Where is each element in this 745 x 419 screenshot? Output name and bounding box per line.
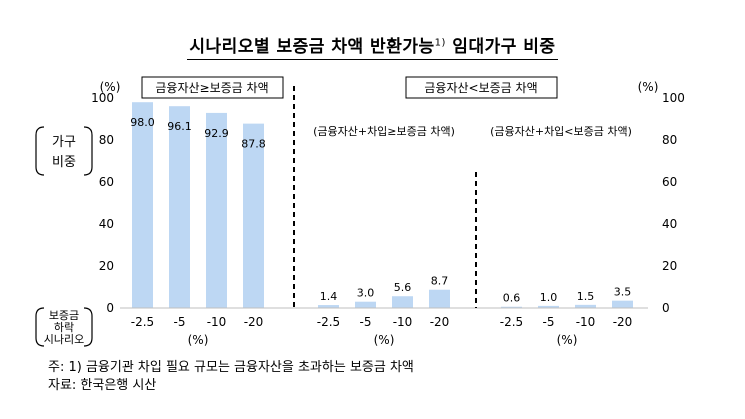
data-label-p1-2: 96.1 xyxy=(167,120,192,133)
x-label-bracket-right xyxy=(83,307,93,347)
data-label-p3-2: 1.0 xyxy=(540,291,558,304)
x-tick-label-p3-3: -10 xyxy=(576,315,596,329)
y-right-tick-label: 100 xyxy=(662,91,685,105)
data-label-p1-1: 98.0 xyxy=(130,116,155,129)
bar-p3-3 xyxy=(575,304,596,308)
y-right-tick-label: 40 xyxy=(662,217,677,231)
x-tick-label-p2-2: -5 xyxy=(360,315,372,329)
chart-title-footnote-mark: 1) xyxy=(434,37,446,49)
y-right-tick-label: 60 xyxy=(662,175,677,189)
data-label-p2-4: 8.7 xyxy=(431,275,449,288)
chart-title-main: 시나리오별 보증금 차액 반환가능 xyxy=(189,37,435,57)
y-right-unit: (%) xyxy=(638,80,659,94)
x-label-bracket-left xyxy=(35,307,45,347)
x-tick-label-p1-3: -10 xyxy=(207,315,227,329)
x-axis-label-line-0: 보증금 xyxy=(49,309,79,322)
y-left-tick-label: 0 xyxy=(106,301,114,315)
bar-p1-2 xyxy=(169,106,190,308)
panel-2-header-box xyxy=(405,76,558,99)
x-tick-label-p3-4: -20 xyxy=(613,315,633,329)
bar-p2-4 xyxy=(429,289,450,308)
data-label-p2-2: 3.0 xyxy=(357,287,375,300)
y-left-tick-label: 100 xyxy=(91,91,114,105)
data-label-p1-4: 87.8 xyxy=(241,138,266,151)
x-tick-label-p1-4: -20 xyxy=(244,315,264,329)
x-tick-label-p3-1: -2.5 xyxy=(500,315,523,329)
x-unit-p1: (%) xyxy=(188,333,209,347)
data-label-p2-3: 5.6 xyxy=(394,281,412,294)
bar-p3-4 xyxy=(612,300,633,308)
footnote-source: 자료: 한국은행 시산 xyxy=(48,378,157,393)
chart-title-text: 시나리오별 보증금 차액 반환가능1) 임대가구 비중 xyxy=(187,32,558,60)
x-tick-label-p3-2: -5 xyxy=(543,315,555,329)
panel-1-header-box xyxy=(141,76,284,99)
y-left-label-line-1: 비중 xyxy=(52,155,76,170)
bar-p1-4 xyxy=(243,123,264,309)
chart-title-suffix: 임대가구 비중 xyxy=(445,37,556,57)
x-tick-label-p2-1: -2.5 xyxy=(317,315,340,329)
x-unit-p3: (%) xyxy=(557,333,578,347)
y-left-tick-label: 80 xyxy=(99,133,114,147)
x-tick-label-p1-1: -2.5 xyxy=(131,315,154,329)
y-right-tick-label: 80 xyxy=(662,133,677,147)
bar-p3-1 xyxy=(501,306,522,308)
x-tick-label-p2-3: -10 xyxy=(393,315,413,329)
x-unit-p2: (%) xyxy=(374,333,395,347)
y-left-label-bracket-left xyxy=(35,126,45,176)
panel-2-header: 금융자산<보증금 차액 xyxy=(424,81,537,95)
bar-p2-1 xyxy=(318,305,339,308)
panel-1-header: 금융자산≥보증금 차액 xyxy=(155,81,268,95)
x-tick-label-p1-2: -5 xyxy=(174,315,186,329)
data-label-p3-4: 3.5 xyxy=(614,286,632,299)
y-left-label-line-0: 가구 xyxy=(52,135,76,150)
data-label-p1-3: 92.9 xyxy=(204,127,229,140)
y-right-tick-label: 20 xyxy=(662,259,677,273)
y-left-tick-label: 40 xyxy=(99,217,114,231)
y-left-tick-label: 60 xyxy=(99,175,114,189)
x-axis-label-line-1: 하락 xyxy=(54,320,74,334)
chart-title: 시나리오별 보증금 차액 반환가능1) 임대가구 비중 xyxy=(0,32,745,60)
bar-p2-3 xyxy=(392,296,413,308)
data-label-p3-3: 1.5 xyxy=(577,290,595,303)
y-right-tick-label: 0 xyxy=(662,301,670,315)
x-axis-label-line-2: 시나리오 xyxy=(44,333,84,346)
footnote-1: 주: 1) 금융기관 차입 필요 규모는 금융자산을 초과하는 보증금 차액 xyxy=(48,360,414,375)
bar-p3-2 xyxy=(538,305,559,308)
data-label-p3-1: 0.6 xyxy=(503,292,521,305)
y-left-label-bracket-right xyxy=(83,126,93,176)
panel-2-sublabel: (금융자산+차입≥보증금 차액) xyxy=(313,125,455,138)
panel-3-sublabel: (금융자산+차입<보증금 차액) xyxy=(490,125,632,138)
bar-p2-2 xyxy=(355,301,376,308)
footnotes: 주: 1) 금융기관 차입 필요 규모는 금융자산을 초과하는 보증금 차액 자… xyxy=(48,359,414,395)
bar-p1-1 xyxy=(132,102,153,308)
x-tick-label-p2-4: -20 xyxy=(430,315,450,329)
data-label-p2-1: 1.4 xyxy=(320,290,338,303)
bar-p1-3 xyxy=(206,112,227,308)
y-left-tick-label: 20 xyxy=(99,259,114,273)
y-left-unit: (%) xyxy=(100,80,121,94)
